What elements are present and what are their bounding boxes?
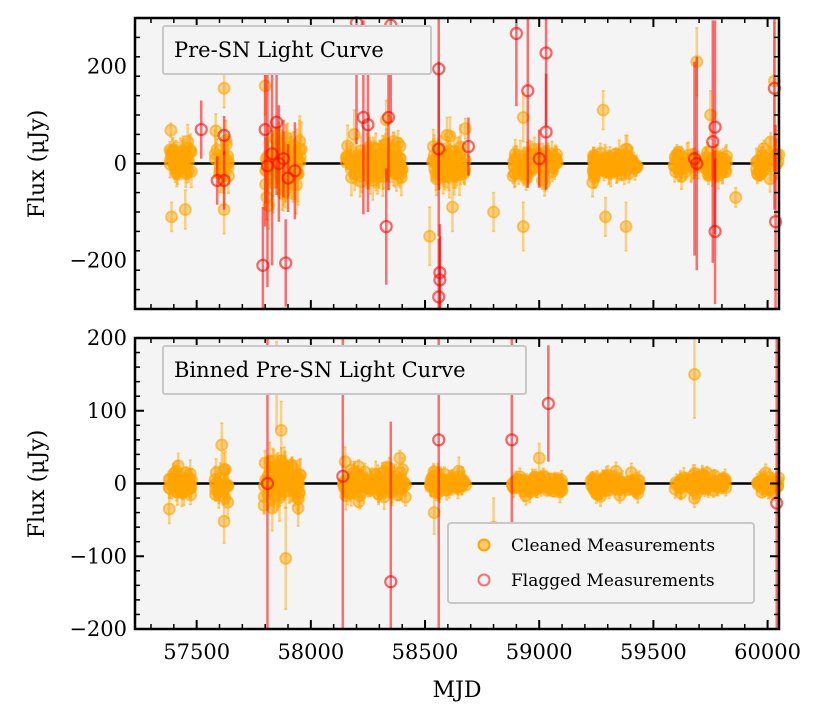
top-cleaned-marker-145: [290, 150, 304, 164]
top-cleaned-marker-40: [182, 154, 196, 168]
top-cleaned-marker-596: [516, 220, 530, 233]
top-cleaned-marker-479: [602, 162, 616, 176]
top-cleaned-marker-587: [217, 81, 231, 95]
top-cleaned-marker-44: [183, 145, 197, 159]
top-cleaned-marker-43: [165, 146, 179, 160]
top-cleaned-point-319: [442, 154, 456, 174]
bottom-cleaned-marker-246: [360, 474, 374, 488]
top-cleaned-point-44: [183, 134, 197, 169]
bottom-cleaned-marker-64: [221, 478, 234, 492]
bottom-cleaned-marker-134: [276, 481, 290, 495]
top-cleaned-marker-41: [181, 135, 195, 148]
top-cleaned-marker-475: [628, 159, 641, 173]
top-cleaned-marker-315: [451, 150, 464, 164]
bottom-cleaned-marker-314: [433, 472, 447, 486]
bottom-cleaned-marker-36: [162, 472, 176, 486]
top-cleaned-marker-256: [379, 146, 393, 159]
top-cleaned-marker-30: [164, 123, 178, 137]
top-cleaned-marker-554: [674, 158, 688, 172]
top-cleaned-point-43: [165, 138, 179, 169]
top-cleaned-point-315: [451, 136, 464, 178]
top-cleaned-marker-389: [508, 147, 522, 161]
top-cleaned-marker-319: [442, 157, 456, 171]
top-cleaned-marker-594: [487, 205, 500, 219]
top-cleaned-marker-584: [758, 159, 772, 172]
top-cleaned-point-389: [508, 138, 522, 170]
top-cleaned-marker-551: [719, 153, 732, 167]
bottom-cleaned-marker-143: [284, 471, 297, 484]
top-cleaned-point-246: [371, 158, 384, 195]
top-cleaned-point-30: [164, 122, 178, 138]
top-cleaned-marker-387: [542, 160, 555, 173]
top-cleaned-marker-464: [586, 176, 600, 189]
top-cleaned-marker-590: [347, 127, 361, 141]
bottom-cleaned-marker-311: [455, 474, 469, 488]
bottom-cleaned-marker-141: [292, 492, 305, 505]
top-cleaned-point-464: [586, 167, 600, 198]
top-y-axis-label: Flux (μJy): [25, 110, 50, 219]
bottom-cleaned-marker-243: [353, 489, 367, 502]
top-ytick-label-1: 0: [114, 152, 127, 176]
top-cleaned-marker-255: [366, 141, 380, 155]
top-cleaned-marker-599: [619, 220, 633, 233]
top-cleaned-marker-254: [393, 140, 407, 153]
bottom-cleaned-point-36: [162, 472, 176, 486]
top-cleaned-marker-593: [446, 200, 459, 214]
top-cleaned-marker-586: [178, 203, 192, 216]
top-cleaned-marker-602: [729, 191, 743, 204]
bottom-cleaned-marker-139: [278, 460, 292, 474]
top-cleaned-marker-258: [392, 158, 405, 172]
top-cleaned-marker-585: [165, 210, 178, 224]
top-cleaned-point-479: [602, 154, 616, 184]
top-cleaned-point-40: [182, 141, 196, 181]
top-cleaned-point-298: [443, 116, 457, 157]
top-cleaned-marker-598: [599, 210, 612, 224]
top-cleaned-point-307: [440, 116, 454, 154]
bottom-cleaned-marker-254: [376, 479, 389, 492]
top-title-box: Pre-SN Light Curve: [162, 25, 432, 75]
bottom-cleaned-marker-44: [175, 480, 189, 494]
top-cleaned-marker-307: [440, 128, 454, 142]
top-cleaned-marker-592: [423, 229, 436, 243]
top-cleaned-point-475: [628, 159, 641, 173]
top-ytick-label-0: −200: [69, 249, 127, 273]
top-ytick-label-2: 200: [87, 55, 127, 79]
top-cleaned-point-384: [516, 152, 530, 180]
top-panel-title: Pre-SN Light Curve: [174, 38, 384, 62]
top-cleaned-marker-246: [371, 170, 384, 184]
bottom-cleaned-marker-249: [396, 463, 410, 476]
top-cleaned-point-258: [392, 142, 405, 187]
top-data-points: [163, 16, 786, 309]
top-cleaned-marker-597: [596, 103, 610, 117]
top-cleaned-marker-380: [538, 176, 552, 190]
top-panel: −200 0 200 Pre-SN Light Curve Flux (μJy): [25, 16, 786, 311]
